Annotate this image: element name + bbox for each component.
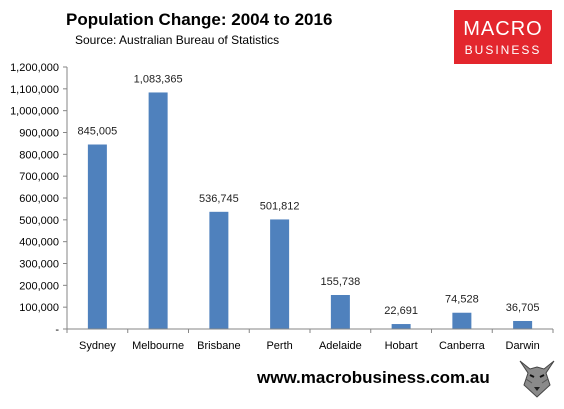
macrobusiness-logo[interactable]: MACRO BUSINESS [454,10,552,64]
y-tick-label: 100,000 [19,302,59,314]
y-tick-label: 800,000 [19,149,59,161]
wolf-mascot-icon [514,355,560,401]
data-label: 845,005 [77,126,117,138]
data-label: 155,738 [320,276,360,288]
category-label: Melbourne [132,340,184,352]
x-axis: Sydney Melbourne Brisbane Perth Adelaide Hoba… [66,328,554,352]
y-tick-label: 400,000 [19,237,59,249]
bar [148,92,168,330]
y-tick-label: 1,200,000 [10,62,59,74]
category-label: Adelaide [319,340,362,352]
chart-subtitle: Source: Australian Bureau of Statistics [75,33,280,47]
y-tick-label: 700,000 [19,171,59,183]
category-label: Hobart [385,340,418,352]
y-axis: - 100,000 200,000 300,000 400,000 500,000 600,… [10,62,68,336]
data-label: 36,705 [506,302,540,314]
bar [452,312,472,329]
category-label: Perth [266,340,292,352]
logo-line-1: MACRO [463,18,543,40]
y-tick-label: 1,100,000 [10,84,59,96]
y-tick-label: - [55,324,59,336]
logo-line-2: BUSINESS [464,43,542,57]
y-tick-label: 500,000 [19,215,59,227]
y-tick-label: 200,000 [19,280,59,292]
bar [391,324,411,329]
data-label: 501,812 [260,200,300,212]
bars: 845,005 1,083,365 536,745 501,812 155,738 22,… [77,73,540,330]
y-tick-label: 900,000 [19,128,59,140]
data-label: 74,528 [445,294,479,306]
data-label: 22,691 [384,305,418,317]
website-url[interactable]: www.macrobusiness.com.au [257,368,490,387]
data-label: 536,745 [199,193,239,205]
category-label: Sydney [79,340,116,352]
bar [87,144,107,329]
category-label: Darwin [506,340,540,352]
chart-title: Population Change: 2004 to 2016 [66,10,333,29]
bar [270,219,290,329]
category-label: Brisbane [197,340,240,352]
category-label: Canberra [439,340,486,352]
y-tick-label: 600,000 [19,193,59,205]
bar [209,211,229,329]
data-label: 1,083,365 [134,73,183,85]
bar [330,294,350,329]
bar [513,320,533,329]
y-tick-label: 300,000 [19,259,59,271]
y-tick-label: 1,000,000 [10,106,59,118]
